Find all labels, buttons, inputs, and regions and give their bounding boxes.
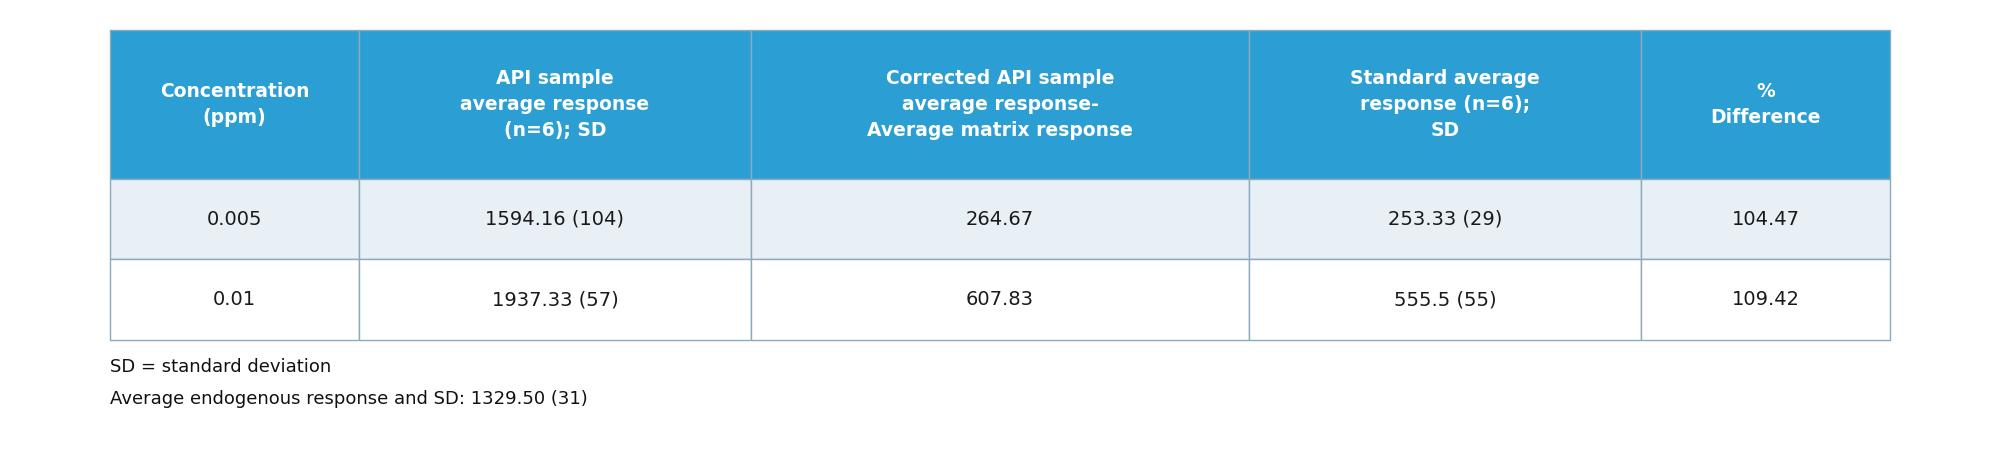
Text: 555.5 (55): 555.5 (55): [1394, 290, 1496, 309]
Text: %
Difference: % Difference: [1710, 82, 1820, 127]
Text: 104.47: 104.47: [1732, 209, 1800, 228]
Text: API sample
average response
(n=6); SD: API sample average response (n=6); SD: [460, 69, 650, 139]
Text: 264.67: 264.67: [966, 209, 1034, 228]
Bar: [1250, 30, 1640, 179]
Bar: [750, 259, 1250, 340]
Bar: [1250, 179, 1640, 259]
Bar: [360, 179, 750, 259]
Bar: [1640, 259, 1890, 340]
Text: 0.01: 0.01: [214, 290, 256, 309]
Bar: [1640, 30, 1890, 179]
Bar: [750, 30, 1250, 179]
Text: 607.83: 607.83: [966, 290, 1034, 309]
Bar: [360, 30, 750, 179]
Text: 1594.16 (104): 1594.16 (104): [486, 209, 624, 228]
Bar: [110, 259, 360, 340]
Text: 0.005: 0.005: [206, 209, 262, 228]
Bar: [1250, 259, 1640, 340]
Text: Average endogenous response and SD: 1329.50 (31): Average endogenous response and SD: 1329…: [110, 390, 588, 408]
Bar: [360, 259, 750, 340]
Text: SD = standard deviation: SD = standard deviation: [110, 358, 332, 376]
Text: 109.42: 109.42: [1732, 290, 1800, 309]
Text: 1937.33 (57): 1937.33 (57): [492, 290, 618, 309]
Bar: [110, 179, 360, 259]
Bar: [110, 30, 360, 179]
Bar: [1640, 179, 1890, 259]
Text: Corrected API sample
average response-
Average matrix response: Corrected API sample average response- A…: [868, 69, 1132, 139]
Text: Concentration
(ppm): Concentration (ppm): [160, 82, 310, 127]
Bar: [750, 179, 1250, 259]
Text: Standard average
response (n=6);
SD: Standard average response (n=6); SD: [1350, 69, 1540, 139]
Text: 253.33 (29): 253.33 (29): [1388, 209, 1502, 228]
